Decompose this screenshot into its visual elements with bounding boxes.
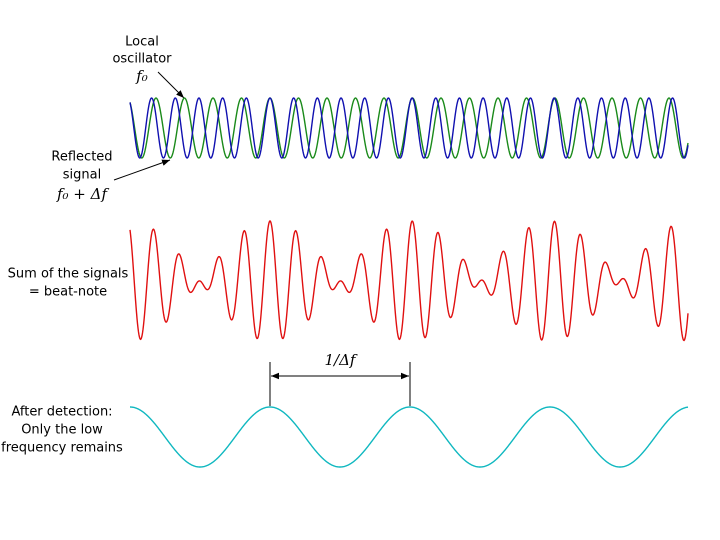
beat-note-wave [129, 220, 689, 342]
formula: f₀ [135, 67, 148, 85]
arrow [157, 71, 185, 99]
label: Local [125, 35, 159, 50]
label: frequency remains [1, 441, 123, 456]
formula: f₀ + Δf [56, 185, 110, 203]
label: Only the low [21, 423, 103, 438]
waves [129, 97, 689, 468]
label: signal [63, 168, 101, 183]
label: Sum of the signals [8, 267, 129, 282]
label: After detection: [11, 405, 112, 420]
formula: 1/Δf [325, 351, 358, 369]
label: Reflected [51, 150, 112, 165]
reflected-wave [129, 97, 689, 159]
label: = beat-note [29, 285, 107, 300]
label: oscillator [112, 52, 172, 67]
arrow [113, 159, 171, 181]
detected-wave [129, 406, 689, 468]
